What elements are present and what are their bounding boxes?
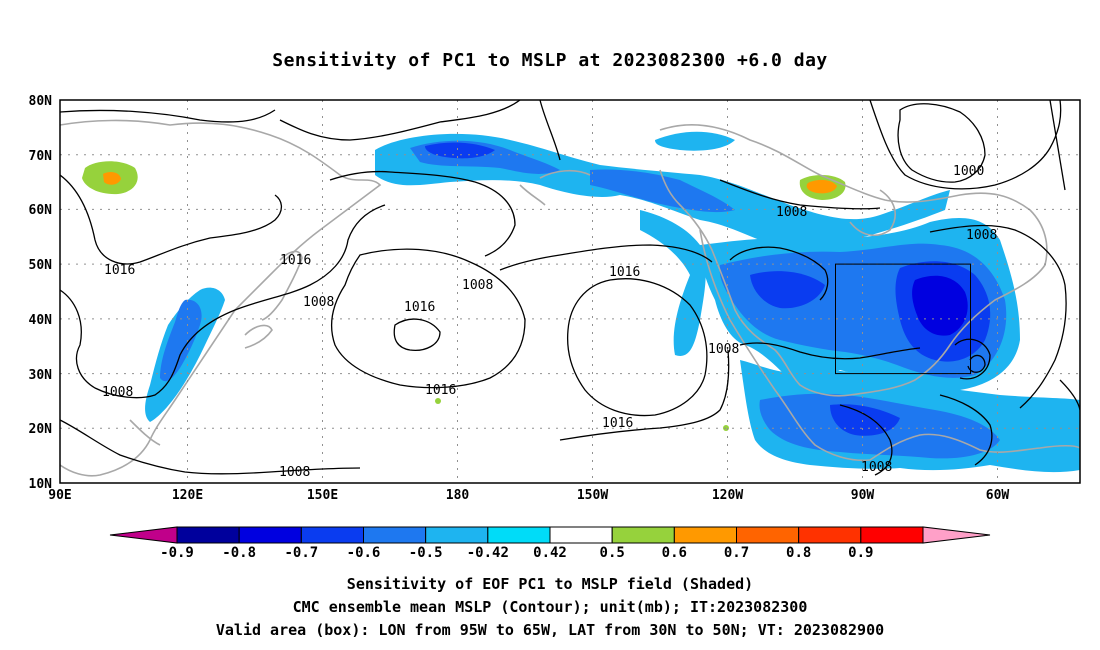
- lat-tick-label: 30N: [29, 368, 53, 383]
- colorbar-segment: [238, 526, 302, 544]
- shade-pacific-green: [435, 398, 441, 404]
- colorbar-label: -0.9: [160, 545, 194, 561]
- colorbar-segment: [736, 526, 800, 544]
- lat-tick-label: 60N: [29, 203, 53, 218]
- lat-tick-label: 20N: [29, 422, 53, 437]
- colorbar-arrow-low: [109, 526, 178, 544]
- shade-west-na: [640, 210, 706, 356]
- contour-label: 1016: [404, 300, 435, 315]
- lon-tick-label: 60W: [986, 488, 1010, 503]
- lat-tick-label: 10N: [29, 477, 53, 492]
- lon-tick-label: 180: [446, 488, 470, 503]
- caption-line-1: Sensitivity of EOF PC1 to MSLP field (Sh…: [346, 575, 754, 593]
- mslp-contours: [60, 100, 1080, 476]
- shade-hudson-orange: [806, 179, 837, 194]
- shade-alaska: [590, 169, 735, 213]
- lon-tick-label: 120W: [712, 488, 743, 503]
- lat-axis: 80N 70N 60N 50N 40N 30N 20N 10N: [29, 94, 53, 492]
- colorbar-label: 0.6: [662, 545, 687, 561]
- lon-tick-label: 150W: [577, 488, 608, 503]
- shade-na-west-dark: [750, 271, 825, 309]
- contour-label: 1016: [425, 383, 456, 398]
- map-border: [59, 99, 1081, 484]
- colorbar-segment: [425, 526, 489, 544]
- colorbar-label: 0.9: [848, 545, 873, 561]
- colorbar-segment: [798, 526, 862, 544]
- colorbar-segment: [611, 526, 675, 544]
- colorbar-label: -0.42: [467, 545, 509, 561]
- valid-area-box: [835, 263, 971, 375]
- colorbar-segment: [549, 526, 613, 544]
- contour-label: 1016: [104, 263, 135, 278]
- contour-label: 1016: [280, 253, 311, 268]
- lat-tick-label: 80N: [29, 94, 53, 109]
- lon-tick-label: 150E: [307, 488, 338, 503]
- colorbar-segment: [363, 526, 427, 544]
- lon-tick-label: 90E: [48, 488, 71, 503]
- colorbar-label: -0.8: [222, 545, 256, 561]
- shade-gulf-alaska: [655, 131, 735, 151]
- contour-label: 1008: [708, 342, 739, 357]
- contour-label: 1008: [776, 205, 807, 220]
- lon-tick-label: 90W: [851, 488, 875, 503]
- contour-label: 1000: [953, 164, 984, 179]
- lat-tick-label: 40N: [29, 313, 53, 328]
- contour-label: 1008: [102, 385, 133, 400]
- map-title: Sensitivity of PC1 to MSLP at 2023082300…: [272, 50, 828, 71]
- lon-axis: 90E 120E 150E 180 150W 120W 90W 60W: [48, 488, 1009, 503]
- contour-labels: 1016 1016 1008 1016 1008 1016 1016 1008 …: [102, 164, 997, 480]
- contour-label: 1008: [861, 460, 892, 475]
- colorbar-arrow-high: [922, 526, 991, 544]
- colorbar-segment: [176, 526, 240, 544]
- colorbar-segment: [300, 526, 365, 544]
- colorbar-label: -0.6: [347, 545, 381, 561]
- colorbar-label: 0.5: [600, 545, 625, 561]
- contour-label: 1008: [303, 295, 334, 310]
- colorbar-label: -0.7: [284, 545, 318, 561]
- shade-na-darkest: [912, 275, 968, 336]
- contour-label: 1016: [609, 265, 640, 280]
- sensitivity-shading: [82, 131, 1080, 473]
- colorbar-label: -0.5: [409, 545, 443, 561]
- colorbar-segment: [673, 526, 737, 544]
- colorbar-label: 0.42: [533, 545, 567, 561]
- caption-line-3: Valid area (box): LON from 95W to 65W, L…: [215, 621, 885, 639]
- contour-label: 1008: [966, 228, 997, 243]
- contour-label: 1008: [279, 465, 310, 480]
- shade-asia-mid: [160, 299, 202, 382]
- colorbar-label: 0.7: [724, 545, 749, 561]
- colorbar-segment: [487, 526, 551, 544]
- colorbar: -0.9 -0.8 -0.7 -0.6 -0.5 -0.42 0.42 0.5 0.6 0.7 0.…: [109, 526, 991, 561]
- colorbar-label: 0.8: [786, 545, 811, 561]
- caption-line-2: CMC ensemble mean MSLP (Contour); unit(m…: [292, 598, 808, 616]
- contour-label: 1008: [462, 278, 493, 293]
- lat-tick-label: 50N: [29, 258, 53, 273]
- lon-tick-label: 120E: [172, 488, 203, 503]
- lat-tick-label: 70N: [29, 149, 53, 164]
- contour-label: 1016: [602, 416, 633, 431]
- colorbar-segment: [860, 526, 924, 544]
- coastlines: [60, 119, 1080, 477]
- shade-tibet-orange: [103, 171, 121, 185]
